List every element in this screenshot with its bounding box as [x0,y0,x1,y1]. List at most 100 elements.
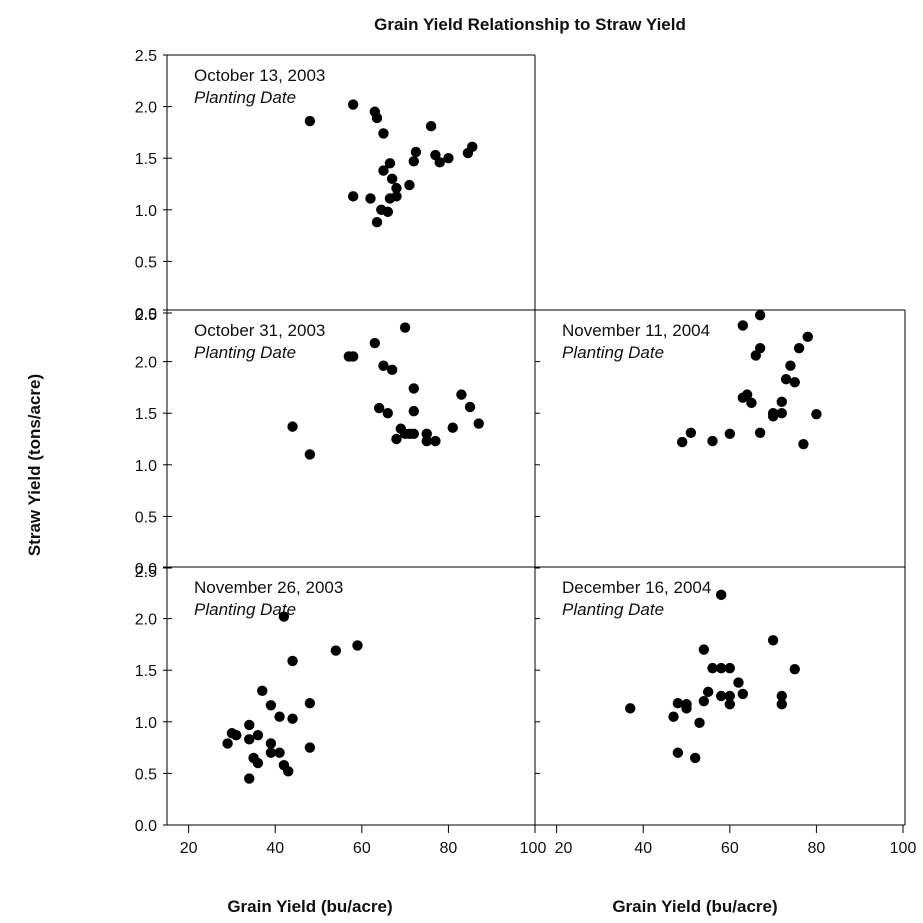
data-point [689,752,701,764]
plot-area: 0.00.51.01.52.02.50.00.51.01.52.02.50.00… [135,48,917,857]
data-point [382,206,393,218]
panel-sublabel: Planting Date [194,600,296,619]
data-point [244,719,255,731]
x-tick-label: 60 [721,840,739,857]
data-point [776,699,787,710]
y-tick-label: 1.0 [135,203,157,220]
data-point [473,418,484,429]
data-point [382,408,393,419]
data-point [274,711,285,722]
data-point [244,773,255,784]
data-point [677,436,688,448]
data-point [694,717,705,729]
data-point [287,421,298,432]
data-point [408,428,419,440]
data-point [625,703,636,714]
data-point [672,747,684,758]
data-point [274,747,285,758]
x-tick-label: 20 [555,840,573,857]
panel-date-label: November 11, 2004 [562,321,710,340]
data-point [421,435,432,447]
data-point [754,309,766,321]
y-tick-label: 0.5 [135,766,157,783]
y-tick-label: 0.5 [135,254,157,271]
chart-title: Grain Yield Relationship to Straw Yield [374,15,686,34]
panel-date-label: December 16, 2004 [562,578,711,597]
data-point [724,699,736,710]
data-point [767,411,779,422]
data-point [467,141,478,153]
data-point [386,173,398,185]
data-point [746,397,757,409]
panel-sublabel: Planting Date [194,88,296,107]
data-point [715,690,727,702]
panel-sublabel: Planting Date [194,343,296,362]
data-point [408,156,419,167]
y-tick-label: 2.0 [135,100,157,117]
data-point [304,115,316,127]
data-point [741,389,753,400]
data-point [737,688,749,700]
y-tick-label: 0.0 [135,818,157,835]
data-point [733,677,744,688]
data-point [222,738,233,749]
data-point [707,435,718,447]
panel-sublabel: Planting Date [562,343,664,362]
data-point [391,182,402,194]
x-tick-label: 80 [440,840,458,857]
data-point [384,158,396,169]
data-point [702,686,714,698]
data-point [386,364,398,376]
data-point [378,360,389,371]
data-point [378,165,389,176]
data-point [798,438,809,450]
data-point [252,757,264,769]
data-point [378,128,389,139]
y-tick-label: 1.5 [135,406,157,423]
data-point [265,738,277,749]
y-tick-label: 0.5 [135,509,157,526]
data-point [365,193,376,204]
data-point [776,396,787,408]
data-point [399,322,411,333]
data-point [789,663,800,675]
data-point [425,121,437,132]
y-tick-label: 2.0 [135,612,157,629]
data-point [252,730,264,741]
data-point [698,695,710,707]
data-point [685,427,697,439]
data-point [668,711,679,722]
data-point [724,662,736,674]
y-tick-label: 1.0 [135,715,157,732]
data-point [780,373,792,385]
data-point [287,713,298,724]
data-point [737,320,749,331]
data-point [408,405,419,417]
data-point [304,698,316,709]
data-point [283,766,294,777]
data-point [715,589,727,601]
data-point [776,690,787,702]
x-tick-label: 60 [353,840,371,857]
data-point [371,112,383,124]
data-point [304,449,316,460]
data-point [421,428,432,440]
y-tick-label: 1.0 [135,458,157,475]
data-point [724,428,736,440]
x-tick-label: 100 [890,840,917,857]
data-point [793,342,805,354]
x-tick-label: 40 [266,840,284,857]
data-point [672,698,684,709]
y-axis-label: Straw Yield (tons/acre) [25,374,44,556]
data-point [278,611,290,622]
data-point [352,640,363,651]
data-point [434,157,445,168]
panel-date-label: October 31, 2003 [194,321,325,340]
x-tick-label: 80 [808,840,826,857]
x-tick-label: 100 [520,840,547,857]
data-point [681,703,692,714]
data-point [707,662,718,674]
y-tick-label: 2.5 [135,307,157,324]
data-point [715,662,727,674]
